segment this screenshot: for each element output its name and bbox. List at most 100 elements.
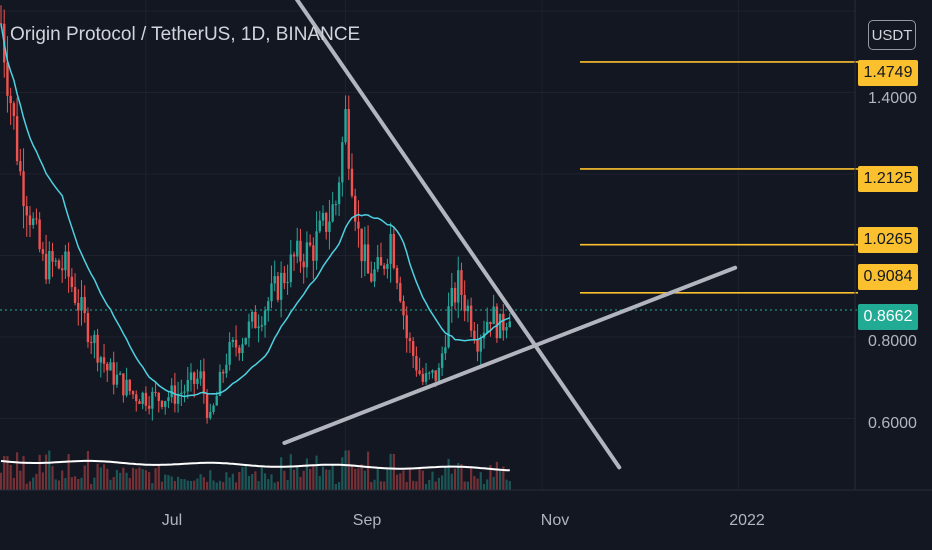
- candle-body: [96, 334, 99, 363]
- volume-bar: [292, 469, 296, 490]
- volume-bar: [392, 453, 395, 490]
- volume-bar: [9, 465, 12, 490]
- trendline-ascending: [282, 265, 738, 445]
- candle-body: [250, 311, 254, 322]
- candle-body: [0, 23, 3, 25]
- volume-bar: [28, 481, 32, 490]
- volume-bar: [296, 466, 299, 490]
- candle-body: [196, 378, 199, 384]
- candle-body: [247, 321, 251, 338]
- candle-body: [363, 244, 367, 262]
- candle-body: [225, 364, 228, 374]
- volume-bar: [434, 481, 437, 490]
- level-price-tag: 1.0265: [858, 227, 918, 253]
- volume-bar: [463, 481, 466, 490]
- candle-body: [444, 347, 447, 354]
- volume-bar: [286, 480, 289, 490]
- level-price-tag: 0.9084: [858, 264, 918, 290]
- volume-bar: [370, 482, 373, 490]
- x-tick-label: Jul: [161, 512, 183, 529]
- volume-bar: [186, 480, 189, 490]
- candle-body: [502, 313, 505, 331]
- level-price-tag: 1.4749: [858, 60, 918, 86]
- volume-bar: [482, 483, 486, 490]
- chart-title: Origin Protocol / TetherUS, 1D, BINANCE: [10, 24, 361, 45]
- candle-body: [19, 161, 22, 172]
- candle-body: [386, 263, 389, 269]
- volume-bar: [135, 468, 138, 490]
- volume-bar: [212, 480, 215, 490]
- candle-body: [118, 373, 122, 375]
- volume-bar: [460, 464, 463, 490]
- volume-bar: [61, 470, 64, 490]
- candle-body: [199, 371, 202, 379]
- candle-body: [357, 221, 360, 229]
- volume-bar: [196, 478, 199, 490]
- volume-bar: [38, 454, 41, 490]
- candle-body: [424, 373, 428, 382]
- candle-body: [221, 371, 225, 374]
- volume-bar: [302, 470, 305, 490]
- volume-bar: [260, 465, 263, 490]
- volume-bar: [64, 478, 67, 490]
- candle-body: [405, 315, 408, 339]
- volume-bar: [412, 480, 415, 490]
- volume-bar: [373, 479, 376, 490]
- candle-body: [463, 295, 466, 312]
- candle-body: [260, 325, 264, 327]
- volume-bar: [73, 476, 77, 490]
- x-tick-label: Nov: [540, 512, 570, 529]
- volume-bar: [202, 477, 205, 490]
- candle-body: [73, 287, 77, 303]
- candle-body: [392, 233, 396, 268]
- candle-body: [86, 313, 90, 343]
- candle-body: [486, 321, 489, 333]
- candle-body: [112, 362, 115, 385]
- volume-bar: [405, 482, 408, 490]
- volume-bar: [495, 461, 498, 490]
- volume-bar: [415, 481, 418, 490]
- volume-bar: [389, 453, 392, 490]
- volume-bar: [457, 462, 460, 490]
- candle-body: [22, 171, 25, 207]
- volume-bar: [299, 476, 302, 490]
- volume-bar: [431, 471, 434, 490]
- candle-body: [312, 245, 315, 261]
- volume-bar: [167, 475, 170, 490]
- volume-bar: [112, 477, 115, 490]
- candle-body: [238, 347, 241, 354]
- candle-body: [144, 392, 148, 406]
- volume-bar: [395, 474, 399, 490]
- volume-bar: [318, 476, 321, 490]
- candle-body: [147, 405, 151, 409]
- candle-body: [437, 367, 441, 381]
- candle-body: [505, 327, 508, 331]
- candle-body: [283, 272, 286, 284]
- candle-body: [54, 260, 57, 262]
- candle-body: [382, 265, 386, 269]
- candle-body: [135, 394, 138, 402]
- candle-body: [41, 249, 45, 254]
- currency-button[interactable]: USDT: [868, 20, 916, 50]
- volume-bar: [338, 482, 341, 490]
- volume-bar: [183, 479, 186, 490]
- candle-body: [64, 251, 67, 271]
- volume-bar: [263, 473, 267, 490]
- volume-bar: [148, 472, 151, 490]
- trendlines[interactable]: [282, 0, 738, 470]
- volume-bar: [251, 473, 254, 490]
- volume-bar: [80, 477, 83, 490]
- volume-bar: [22, 455, 25, 490]
- candle-body: [315, 231, 318, 261]
- candle-body: [151, 391, 154, 409]
- volume-bar: [309, 468, 312, 490]
- volume-bar: [177, 476, 180, 490]
- candle-body: [57, 260, 61, 269]
- volume-bar: [215, 482, 218, 490]
- moving-average-line: [0, 23, 511, 398]
- candle-body: [15, 116, 19, 162]
- candle-body: [48, 251, 51, 280]
- candle-body: [183, 391, 186, 393]
- volume-bar: [189, 481, 193, 490]
